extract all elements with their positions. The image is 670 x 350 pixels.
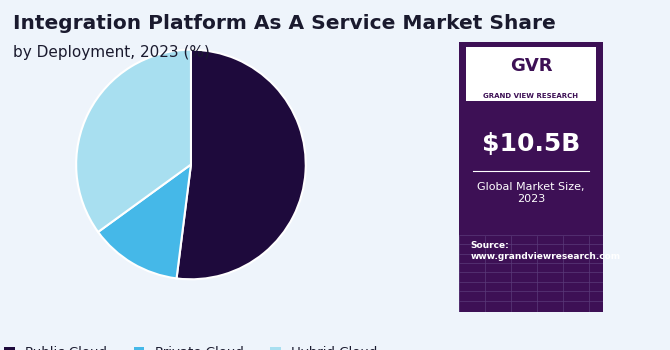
Wedge shape (76, 50, 191, 232)
Text: GVR: GVR (510, 57, 552, 75)
Text: by Deployment, 2023 (%): by Deployment, 2023 (%) (13, 46, 210, 61)
Text: Global Market Size,
2023: Global Market Size, 2023 (477, 182, 585, 204)
Text: Source:
www.grandviewresearch.com: Source: www.grandviewresearch.com (470, 241, 620, 261)
Text: $10.5B: $10.5B (482, 132, 580, 156)
Wedge shape (98, 164, 191, 278)
Wedge shape (177, 50, 306, 279)
Text: Integration Platform As A Service Market Share: Integration Platform As A Service Market… (13, 14, 556, 33)
Legend: Public Cloud, Private Cloud, Hybrid Cloud: Public Cloud, Private Cloud, Hybrid Clou… (0, 341, 383, 350)
Text: GRAND VIEW RESEARCH: GRAND VIEW RESEARCH (483, 93, 578, 99)
FancyBboxPatch shape (459, 42, 603, 312)
FancyBboxPatch shape (466, 47, 596, 101)
